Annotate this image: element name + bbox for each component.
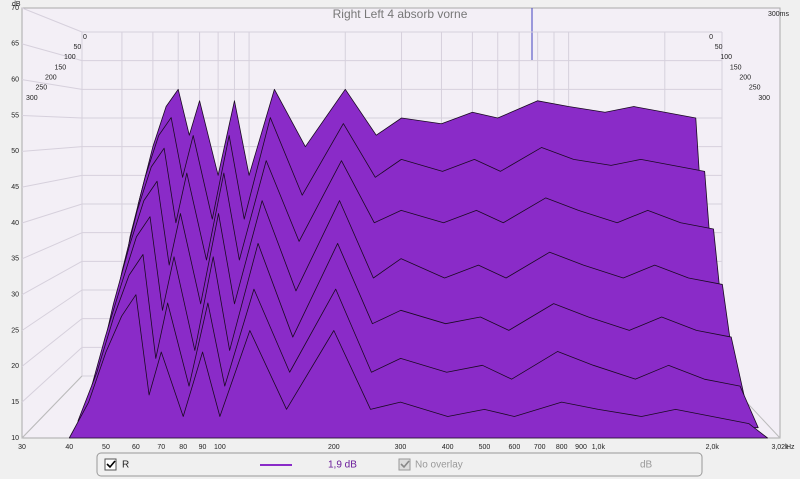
y-tick-label: 30 <box>11 292 19 299</box>
grid-line <box>21 232 83 260</box>
grid-line <box>21 115 83 119</box>
smoothing: 1,9 dB <box>328 460 357 471</box>
y-tick-label: 10 <box>11 435 19 442</box>
x-tick-label: 800 <box>556 444 568 451</box>
x-tick-label: 60 <box>132 444 140 451</box>
time-tick-label: 300 <box>26 95 38 102</box>
x-tick-label: 1,0k <box>592 444 606 451</box>
y-tick-label: 15 <box>11 399 19 406</box>
time-label: 300ms <box>768 11 790 18</box>
x-tick-label: 500 <box>479 444 491 451</box>
y-tick-label: 25 <box>11 327 19 334</box>
grid-line <box>21 146 83 152</box>
y-tick-label: 45 <box>11 184 19 191</box>
time-tick-label: 50 <box>74 44 82 51</box>
check <box>400 460 410 469</box>
y-tick-label: 40 <box>11 220 19 227</box>
time-tick-label: 250 <box>749 85 761 92</box>
grid-line <box>21 260 83 296</box>
check <box>106 460 116 469</box>
x-tick-label: 50 <box>102 444 110 451</box>
x-tick-label: 300 <box>395 444 407 451</box>
time-tick-label: 50 <box>715 44 723 51</box>
y-tick-label: 70 <box>11 5 19 12</box>
grid-line <box>21 318 83 367</box>
time-tick-label: 200 <box>739 75 751 82</box>
time-tick-label: 0 <box>709 34 713 41</box>
y-unit: dB <box>12 1 21 8</box>
x-tick-label: 900 <box>575 444 587 451</box>
grid-line <box>21 203 83 224</box>
grid-line <box>21 289 83 331</box>
grid-line <box>21 43 83 62</box>
y-tick-label: 50 <box>11 148 19 155</box>
time-tick-label: 100 <box>720 54 732 61</box>
grid-line <box>21 375 83 439</box>
x-tick-label: 100 <box>214 444 226 451</box>
x-unit: Hz <box>786 444 795 451</box>
x-tick-label: 30 <box>18 444 26 451</box>
time-tick-label: 150 <box>55 64 67 71</box>
legend: R 1,9 dB No overlay dB <box>96 452 703 477</box>
x-tick-label: 40 <box>65 444 73 451</box>
y-tick-label: 55 <box>11 112 19 119</box>
time-tick-label: 250 <box>36 85 48 92</box>
x-tick-label: 600 <box>509 444 521 451</box>
grid-line <box>21 346 83 403</box>
checkbox[interactable] <box>398 458 411 471</box>
y-tick-label: 65 <box>11 41 19 48</box>
overlay: No overlay <box>415 460 463 471</box>
grid-line <box>21 79 83 90</box>
y-tick-label: 20 <box>11 363 19 370</box>
x-tick-label: 90 <box>199 444 207 451</box>
time-tick-label: 300 <box>758 95 770 102</box>
chart-title: Right Left 4 absorb vorne <box>333 7 468 21</box>
y-tick-label: 60 <box>11 77 19 84</box>
checkbox[interactable] <box>104 458 117 471</box>
legend-name: R <box>122 460 129 471</box>
x-tick-label: 700 <box>534 444 546 451</box>
time-tick-label: 200 <box>45 75 57 82</box>
legend-unit: dB <box>640 460 653 471</box>
y-tick-label: 35 <box>11 256 19 263</box>
x-tick-label: 2,0k <box>706 444 720 451</box>
time-tick-label: 100 <box>64 54 76 61</box>
grid-line <box>21 174 83 188</box>
x-tick-label: 400 <box>442 444 454 451</box>
slice <box>68 294 768 439</box>
time-tick-label: 150 <box>730 64 742 71</box>
x-tick-label: 80 <box>179 444 187 451</box>
x-tick-label: 3,02k <box>771 444 789 451</box>
x-tick-label: 200 <box>328 444 340 451</box>
grid-line <box>21 7 83 33</box>
time-tick-label: 0 <box>83 34 87 41</box>
x-tick-label: 70 <box>157 444 165 451</box>
